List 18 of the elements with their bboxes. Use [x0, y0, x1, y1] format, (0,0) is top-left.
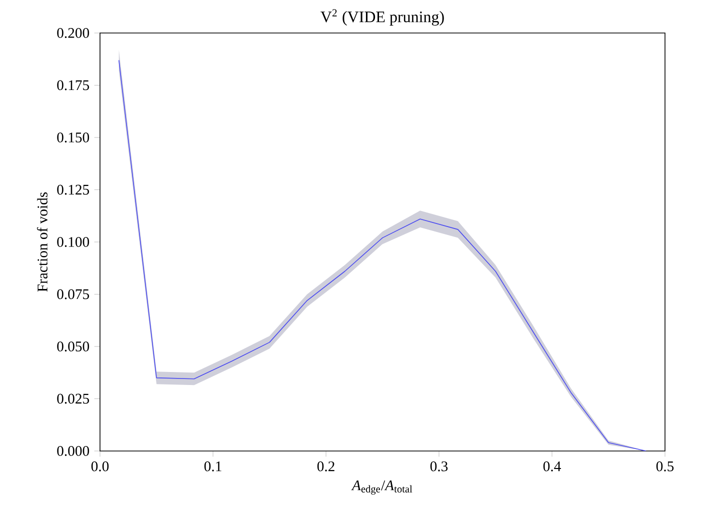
y-tick-label: 0.050: [57, 342, 90, 352]
y-tick-label: 0.025: [57, 394, 90, 404]
x-tick-label: 0.5: [656, 461, 674, 472]
x-tick-label: 0.0: [91, 461, 109, 472]
y-tick-label: 0.100: [57, 237, 90, 247]
x-tick-label: 0.2: [317, 461, 334, 472]
chart-title: V$^{2}$ (VIDE pruning): [320, 9, 444, 26]
y-tick-label: 0.075: [57, 289, 90, 300]
y-tick-label: 0.200: [57, 28, 90, 38]
x-tick-label: 0.1: [204, 461, 222, 472]
y-axis-title: Fraction of voids: [36, 192, 48, 292]
x-tick-label: 0.4: [543, 461, 561, 472]
x-axis-title: A$_{edge}$/A$_{total}$: [351, 480, 412, 495]
y-tick-label: 0.125: [57, 184, 90, 195]
x-tick-label: 0.3: [430, 461, 448, 472]
y-tick-label: 0.150: [57, 132, 90, 142]
y-tick-label: 0.175: [57, 80, 90, 90]
y-tick-label: 0.000: [57, 446, 90, 456]
